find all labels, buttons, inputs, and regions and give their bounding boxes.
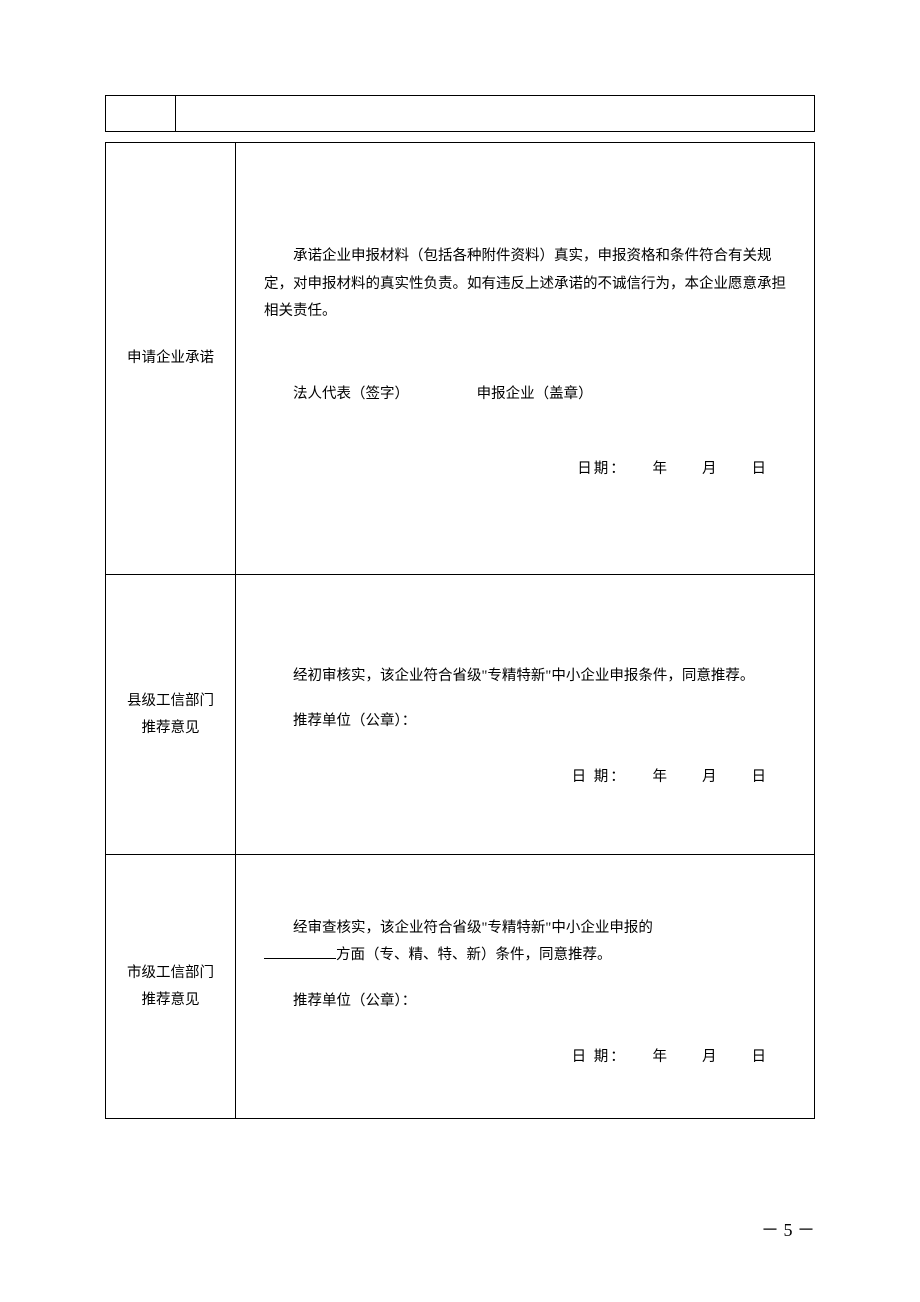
city-para-after: 方面（专、精、特、新）条件，同意推荐。 bbox=[336, 947, 612, 963]
city-paragraph: 经审查核实，该企业符合省级"专精特新"中小企业申报的 方面（专、精、特、新）条件… bbox=[264, 915, 786, 970]
city-date: 日 期： 年 月 日 bbox=[264, 1044, 786, 1072]
legal-rep-sign: 法人代表（签字） bbox=[293, 381, 473, 409]
label-city-line2: 推荐意见 bbox=[142, 992, 200, 1008]
county-paragraph: 经初审核实，该企业符合省级"专精特新"中小企业申报条件，同意推荐。 bbox=[264, 663, 786, 691]
company-stamp: 申报企业（盖章） bbox=[477, 386, 593, 402]
top-cell-1 bbox=[106, 96, 176, 132]
top-cell-2 bbox=[176, 96, 815, 132]
commitment-date: 日期： 年 月 日 bbox=[264, 456, 786, 484]
main-table: 申请企业承诺 承诺企业申报材料（包括各种附件资料）真实，申报资格和条件符合有关规… bbox=[105, 142, 815, 1119]
content-city: 经审查核实，该企业符合省级"专精特新"中小企业申报的 方面（专、精、特、新）条件… bbox=[236, 855, 815, 1119]
label-commitment: 申请企业承诺 bbox=[106, 143, 236, 575]
label-city-line1: 市级工信部门 bbox=[127, 965, 214, 981]
city-unit: 推荐单位（公章）： bbox=[264, 988, 786, 1016]
top-header-table bbox=[105, 95, 815, 132]
city-para-before: 经审查核实，该企业符合省级"专精特新"中小企业申报的 bbox=[293, 920, 653, 936]
content-county: 经初审核实，该企业符合省级"专精特新"中小企业申报条件，同意推荐。 推荐单位（公… bbox=[236, 575, 815, 855]
signature-line: 法人代表（签字） 申报企业（盖章） bbox=[264, 381, 786, 409]
city-blank-underline bbox=[264, 958, 336, 959]
county-date: 日 期： 年 月 日 bbox=[264, 764, 786, 792]
commitment-paragraph: 承诺企业申报材料（包括各种附件资料）真实，申报资格和条件符合有关规定，对申报材料… bbox=[264, 243, 786, 326]
county-unit: 推荐单位（公章）： bbox=[264, 708, 786, 736]
label-commitment-text: 申请企业承诺 bbox=[127, 350, 214, 366]
label-county-line1: 县级工信部门 bbox=[127, 693, 214, 709]
page-container: 申请企业承诺 承诺企业申报材料（包括各种附件资料）真实，申报资格和条件符合有关规… bbox=[0, 0, 920, 1179]
label-county-line2: 推荐意见 bbox=[142, 720, 200, 736]
content-commitment: 承诺企业申报材料（包括各种附件资料）真实，申报资格和条件符合有关规定，对申报材料… bbox=[236, 143, 815, 575]
page-number: － 5 － bbox=[761, 1216, 815, 1242]
label-city: 市级工信部门 推荐意见 bbox=[106, 855, 236, 1119]
label-county: 县级工信部门 推荐意见 bbox=[106, 575, 236, 855]
